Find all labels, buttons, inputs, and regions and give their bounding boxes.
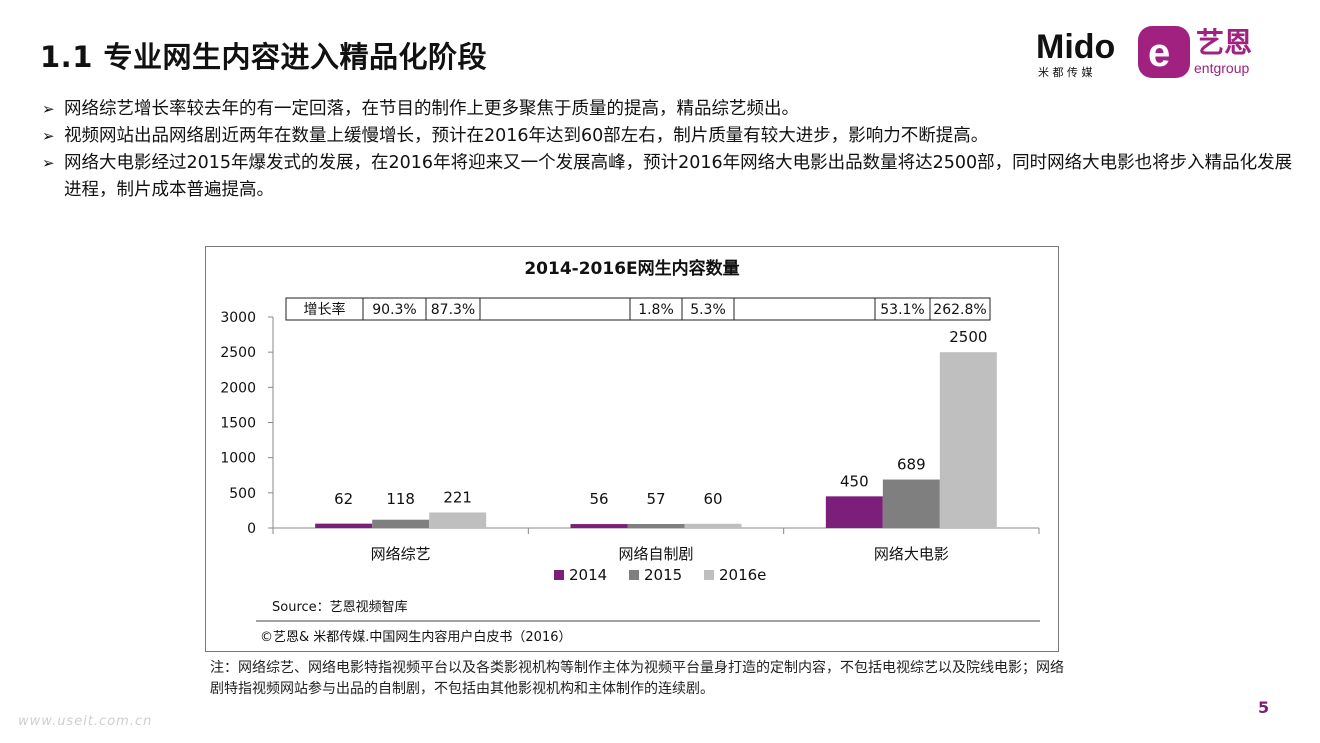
page-title: 1.1 专业网生内容进入精品化阶段 [40, 40, 487, 74]
company-logo: Mido 米 都 传 媒 e 艺恩 entgroup [1036, 26, 1252, 79]
page-number: 5 [1258, 698, 1270, 717]
y-tick-label: 0 [247, 521, 256, 537]
bar [939, 352, 997, 528]
bar [372, 519, 430, 528]
bar-chart: 2014-2016E网生内容数量 0 500 1000 1500 2000 2500 3000… [220, 258, 1040, 645]
legend-swatch [554, 570, 564, 580]
growth-rate-value: 5.3% [690, 302, 726, 318]
legend-label: 2016e [719, 566, 766, 584]
arrow-bullet-icon: ➢ [42, 127, 55, 145]
growth-table [285, 297, 991, 321]
arrow-bullet-icon: ➢ [42, 154, 55, 172]
data-label: 56 [589, 490, 608, 508]
data-label: 689 [897, 456, 926, 474]
data-label: 57 [646, 490, 665, 508]
x-category-label: 网络自制剧 [618, 545, 693, 563]
y-tick-label: 2000 [220, 380, 256, 396]
data-label: 2500 [949, 328, 987, 346]
y-tick-label: 500 [229, 486, 256, 502]
svg-text:e: e [1148, 31, 1170, 75]
bullet-item: ➢ 网络大电影经过2015年爆发式的发展，在2016年将迎来又一个发展高峰，预计2… [40, 150, 1300, 204]
svg-text:Mido: Mido [1036, 28, 1115, 66]
bar [825, 496, 883, 528]
legend-swatch [629, 570, 639, 580]
bar [570, 524, 628, 528]
legend-label: 2015 [644, 566, 682, 584]
footnote: 注：网络综艺、网络电影特指视频平台以及各类影视机构等制作主体为视频平台量身打造的… [210, 660, 1064, 697]
data-label: 221 [443, 488, 472, 506]
bar [315, 523, 373, 528]
arrow-bullet-icon: ➢ [42, 100, 55, 118]
bullet-item: ➢ 网络综艺增长率较去年的有一定回落，在节目的制作上更多聚焦于质量的提高，精品综艺… [40, 96, 1300, 123]
chart-copyright: ©艺恩& 米都传媒.中国网生内容用户白皮书（2016） [260, 629, 572, 645]
bar [684, 523, 742, 528]
svg-text:米 都 传 媒: 米 都 传 媒 [1038, 66, 1093, 79]
data-label: 60 [703, 490, 722, 508]
bullet-item: ➢ 视频网站出品网络剧近两年在数量上缓慢增长，预计在2016年达到60部左右，制片… [40, 123, 1300, 150]
data-label: 118 [386, 490, 415, 508]
bar [627, 523, 685, 528]
x-category-label: 网络综艺 [371, 545, 431, 563]
chart-title: 2014-2016E网生内容数量 [524, 258, 739, 279]
x-category-label: 网络大电影 [874, 545, 949, 563]
y-tick-label: 3000 [220, 310, 256, 326]
growth-rate-value: 90.3% [372, 302, 416, 318]
data-label: 450 [840, 472, 869, 490]
svg-text:entgroup: entgroup [1194, 60, 1249, 76]
bar [882, 479, 940, 528]
legend-label: 2014 [569, 566, 607, 584]
growth-rate-value: 87.3% [431, 302, 475, 318]
y-tick-label: 1000 [220, 451, 256, 467]
y-tick-label: 2500 [220, 345, 256, 361]
bullet-list: ➢ 网络综艺增长率较去年的有一定回落，在节目的制作上更多聚焦于质量的提高，精品综艺… [40, 96, 1300, 204]
growth-rate-value: 53.1% [880, 302, 924, 318]
svg-text:艺恩: 艺恩 [1196, 26, 1252, 59]
bar [429, 512, 487, 528]
chart-container: 2014-2016E网生内容数量 0 500 1000 1500 2000 2500 3000… [205, 246, 1059, 652]
chart-source: Source：艺恩视频智库 [272, 599, 408, 615]
watermark: www.useit.com.cn [18, 714, 153, 729]
legend-swatch [704, 570, 714, 580]
growth-rate-value: 262.8% [933, 302, 986, 318]
data-label: 62 [334, 490, 353, 508]
y-tick-label: 1500 [220, 416, 256, 432]
growth-rate-value: 1.8% [638, 302, 674, 318]
growth-table-label: 增长率 [304, 301, 346, 318]
